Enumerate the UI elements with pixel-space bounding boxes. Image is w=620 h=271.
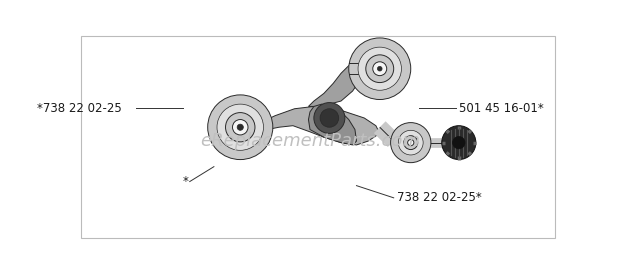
Circle shape bbox=[441, 126, 476, 160]
Circle shape bbox=[453, 137, 465, 149]
Circle shape bbox=[378, 66, 382, 71]
Circle shape bbox=[320, 109, 339, 127]
Text: 738 22 02-25*: 738 22 02-25* bbox=[397, 191, 482, 204]
Circle shape bbox=[358, 47, 402, 90]
Circle shape bbox=[226, 112, 255, 142]
Text: eReplacementParts.com: eReplacementParts.com bbox=[200, 132, 420, 150]
Circle shape bbox=[217, 104, 264, 150]
Circle shape bbox=[366, 55, 394, 83]
Circle shape bbox=[314, 103, 345, 133]
Circle shape bbox=[232, 120, 248, 135]
Circle shape bbox=[348, 38, 410, 99]
Circle shape bbox=[237, 124, 243, 130]
Circle shape bbox=[208, 95, 273, 160]
Text: *738 22 02-25: *738 22 02-25 bbox=[37, 102, 122, 115]
Text: 501 45 16-01*: 501 45 16-01* bbox=[459, 102, 544, 115]
Text: *: * bbox=[183, 175, 188, 188]
Circle shape bbox=[404, 136, 418, 150]
Polygon shape bbox=[262, 107, 379, 145]
Polygon shape bbox=[309, 64, 363, 107]
Circle shape bbox=[373, 62, 387, 76]
Circle shape bbox=[391, 122, 431, 163]
Circle shape bbox=[408, 140, 414, 146]
Polygon shape bbox=[309, 104, 356, 145]
Circle shape bbox=[398, 130, 423, 155]
